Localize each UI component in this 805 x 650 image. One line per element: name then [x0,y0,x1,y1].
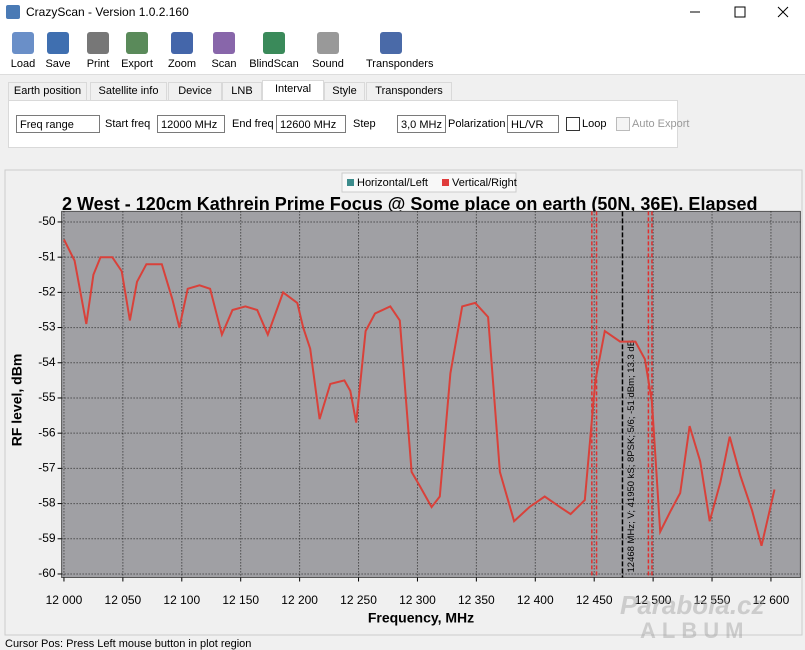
x-tick-label: 12 500 [635,593,672,607]
y-tick-label: -50 [38,214,56,228]
start-label: Start freq [105,118,151,130]
toolbar-button[interactable]: Scan [211,58,237,70]
x-tick-label: 12 100 [163,593,200,607]
y-tick-label: -56 [38,425,56,439]
tab[interactable]: Transponders [366,82,452,100]
chart: 2 West - 120cm Kathrein Prime Focus @ So… [4,169,803,636]
tab[interactable]: Earth position [8,82,87,100]
legend-label: Vertical/Right [452,177,517,189]
legend-swatch [442,179,449,186]
legend [341,172,517,193]
polarization-select[interactable]: HL/VR [507,115,559,133]
auto-export-checkbox [616,117,630,131]
x-tick-label: 12 300 [399,593,436,607]
mode-select[interactable]: Freq range [16,115,100,133]
maximize[interactable] [734,6,746,18]
tab[interactable]: Satellite info [90,82,167,100]
tab[interactable]: LNB [222,82,262,100]
toolbar-icon [317,32,339,54]
close[interactable] [777,6,789,18]
toolbar-button[interactable]: Export [121,58,153,70]
title-bar [0,0,805,24]
toolbar-button[interactable]: BlindScan [249,58,299,70]
toolbar-button[interactable]: Print [86,58,110,70]
legend-label: Horizontal/Left [357,177,428,189]
toolbar-button[interactable]: Transponders [366,58,434,70]
x-tick-label: 12 450 [576,593,613,607]
toolbar-button[interactable]: Load [10,58,36,70]
toolbar-icon [87,32,109,54]
toolbar-icon [12,32,34,54]
y-tick-label: -57 [38,461,56,475]
y-axis-label: RF level, dBm [9,354,25,447]
x-axis-label: Frequency, MHz [368,610,474,626]
toolbar-button[interactable]: Sound [312,58,344,70]
toolbar-icon [47,32,69,54]
y-tick-label: -54 [38,355,56,369]
step-input[interactable]: 3,0 MHz [397,115,446,133]
legend-swatch [347,179,354,186]
end-input[interactable]: 12600 MHz [276,115,346,133]
y-tick-label: -51 [38,249,56,263]
y-tick-label: -59 [38,531,56,545]
chart-title: 2 West - 120cm Kathrein Prime Focus @ So… [62,194,757,214]
x-tick-label: 12 400 [517,593,554,607]
start-input[interactable]: 12000 MHz [157,115,225,133]
window-controls[interactable] [680,4,800,20]
x-tick-label: 12 600 [753,593,790,607]
x-tick-label: 12 550 [694,593,731,607]
y-tick-label: -52 [38,285,56,299]
x-tick-label: 12 250 [340,593,377,607]
toolbar-button[interactable]: Zoom [167,58,197,70]
step-label: Step [353,118,376,130]
series-line [63,239,776,547]
toolbar-button[interactable]: Save [45,58,71,70]
toolbar-icon [380,32,402,54]
tab[interactable]: Interval [262,80,324,101]
x-tick-label: 12 050 [105,593,142,607]
x-tick-label: 12 150 [222,593,259,607]
loop-label: Loop [582,118,607,130]
x-tick-label: 12 000 [46,593,83,607]
toolbar-icon [263,32,285,54]
y-tick-label: -58 [38,496,56,510]
app-icon [6,5,20,19]
tab[interactable]: Device [168,82,222,100]
window-title: CrazyScan - Version 1.0.2.160 [26,5,189,19]
toolbar-icon [171,32,193,54]
polarization-label: Polarization [448,118,506,130]
loop-checkbox[interactable] [566,117,580,131]
toolbar-icon [126,32,148,54]
y-tick-label: -60 [38,566,56,580]
end-label: End freq [232,118,274,130]
plot-area [61,210,801,578]
tab[interactable]: Style [324,82,365,100]
x-tick-label: 12 200 [281,593,318,607]
auto-export-label: Auto Export [632,118,690,130]
watermark: ALBUM [640,618,750,643]
y-tick-label: -55 [38,390,56,404]
watermark: Parabola.cz [620,590,765,620]
y-tick-label: -53 [38,320,56,334]
status-bar: Cursor Pos: Press Left mouse button in p… [5,638,252,650]
cursor-label: 12468 MHz; V; 41950 kS; 8PSK; 5/6; -51 d… [626,340,637,573]
x-tick-label: 12 350 [458,593,495,607]
toolbar-icon [213,32,235,54]
